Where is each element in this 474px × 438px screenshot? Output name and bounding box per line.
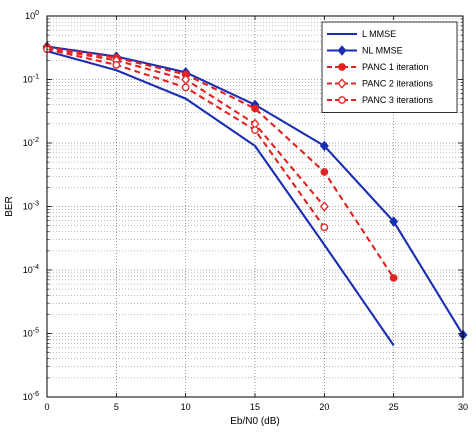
legend-swatch-marker <box>337 45 347 56</box>
legend-swatch-marker <box>337 78 347 89</box>
y-tick-label-exponent: -1 <box>33 74 39 81</box>
grid-layer <box>47 16 463 397</box>
y-tick-label: 10-3 <box>23 201 39 212</box>
y-tick-label-base: 10 <box>23 265 33 275</box>
legend: L MMSE NL MMSE PANC 1 iteration PANC 2 iter… <box>321 21 458 113</box>
data-point-marker <box>181 83 190 92</box>
x-tick-label: 0 <box>44 402 49 412</box>
y-tick-label: 10-6 <box>23 391 39 402</box>
x-axis-label: Eb/N0 (dB) <box>230 416 279 427</box>
y-tick-label-base: 10 <box>23 138 33 148</box>
legend-label: NL MMSE <box>362 46 403 56</box>
series-line <box>46 46 395 279</box>
y-tick-label-exponent: -4 <box>33 264 39 271</box>
y-tick-label-base: 10 <box>23 392 33 402</box>
data-point-marker <box>251 104 259 113</box>
y-tick-label-exponent: -2 <box>33 137 39 144</box>
legend-label: PANC 3 iterations <box>362 95 433 105</box>
legend-item: PANC 1 iteration <box>327 62 428 72</box>
data-point-marker <box>251 126 259 134</box>
x-tick-label: 10 <box>181 402 191 412</box>
legend-item: NL MMSE <box>327 45 403 56</box>
x-tick-label: 15 <box>250 402 260 412</box>
data-point-marker <box>389 274 398 282</box>
legend-label: PANC 2 iterations <box>362 79 433 89</box>
legend-item: PANC 3 iterations <box>327 95 433 105</box>
data-point-marker <box>319 140 329 152</box>
y-tick-label: 10-1 <box>23 74 39 85</box>
y-tick-label: 10-5 <box>23 328 39 339</box>
y-tick-label-base: 10 <box>23 329 33 339</box>
data-point-marker <box>319 201 329 212</box>
series-1 <box>46 50 395 346</box>
series-layer <box>42 41 468 346</box>
y-tick-label: 10-4 <box>23 264 39 275</box>
legend-item: L MMSE <box>327 29 396 39</box>
legend-label: PANC 1 iteration <box>362 62 428 72</box>
y-tick-label: 10-2 <box>23 137 39 148</box>
legend-item: PANC 2 iterations <box>327 78 433 89</box>
y-tick-label-exponent: -3 <box>33 201 39 208</box>
y-tick-label-base: 10 <box>23 202 33 212</box>
y-tick-label: 100 <box>25 10 39 21</box>
legend-swatch-marker <box>338 96 346 104</box>
legend-label: L MMSE <box>362 29 396 39</box>
y-tick-label-exponent: 0 <box>35 10 39 17</box>
y-tick-label-exponent: -6 <box>33 391 39 398</box>
data-point-marker <box>112 61 121 69</box>
x-tick-label: 20 <box>319 402 329 412</box>
legend-items: L MMSE NL MMSE PANC 1 iteration PANC 2 iter… <box>327 29 433 105</box>
data-point-marker <box>389 216 399 227</box>
series-line <box>46 50 395 346</box>
y-axis-label: BER <box>4 196 15 217</box>
legend-swatch-marker <box>338 63 346 71</box>
y-tick-label-exponent: -5 <box>33 328 39 335</box>
x-tick-label: 30 <box>458 402 468 412</box>
y-tick-label-base: 10 <box>23 75 33 85</box>
y-tick-label-base: 10 <box>25 11 35 21</box>
x-tick-label: 25 <box>389 402 399 412</box>
data-point-marker <box>320 223 329 232</box>
x-tick-label: 5 <box>114 402 119 412</box>
data-point-marker <box>320 168 329 176</box>
